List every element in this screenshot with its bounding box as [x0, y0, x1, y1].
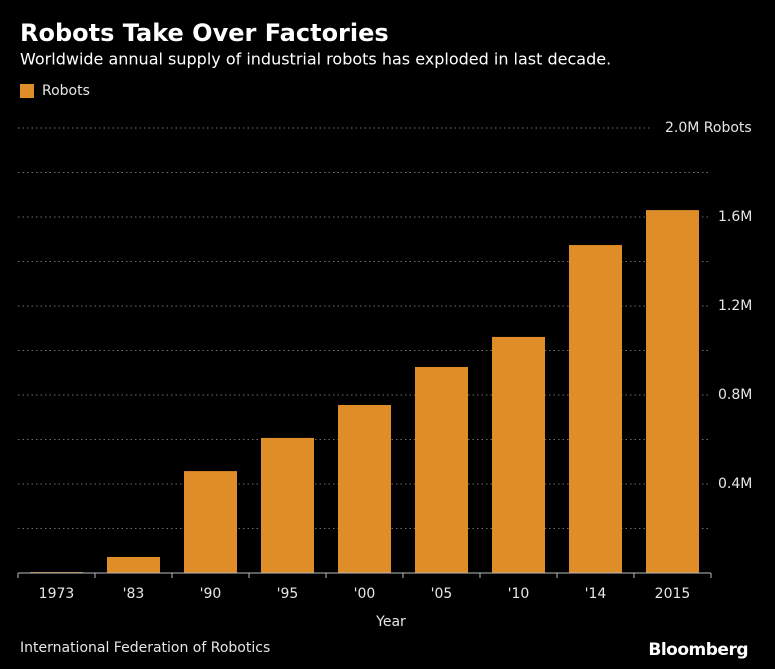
x-axis-label: Year: [375, 614, 406, 630]
bar: [338, 405, 391, 573]
bar: [415, 366, 468, 573]
y-tick-label: 0.4M: [718, 476, 752, 492]
x-tick-label: '00: [354, 586, 376, 602]
x-tick-label: '95: [277, 586, 299, 602]
bar: [184, 471, 237, 573]
legend-swatch: [20, 84, 34, 98]
bar: [261, 437, 314, 573]
x-tick-label: '14: [585, 586, 607, 602]
x-tick-label: '10: [508, 586, 530, 602]
bar: [492, 336, 545, 573]
y-tick-label: 2.0M Robots: [665, 120, 752, 136]
bar: [107, 556, 160, 573]
source: International Federation of Robotics: [20, 640, 270, 656]
brand: Bloomberg: [648, 640, 748, 660]
bar: [569, 245, 622, 573]
bar: [646, 210, 699, 574]
legend-label: Robots: [42, 83, 90, 99]
x-tick-label: 1973: [39, 586, 75, 602]
y-tick-label: 1.2M: [718, 298, 752, 314]
chart-title: Robots Take Over Factories: [20, 19, 389, 47]
x-tick-label: '90: [200, 586, 222, 602]
y-tick-label: 1.6M: [718, 209, 752, 225]
x-tick-label: '05: [431, 586, 453, 602]
x-tick-label: '83: [123, 586, 145, 602]
y-tick-label: 0.8M: [718, 387, 752, 403]
x-tick-label: 2015: [655, 586, 691, 602]
chart-subtitle: Worldwide annual supply of industrial ro…: [20, 50, 611, 69]
